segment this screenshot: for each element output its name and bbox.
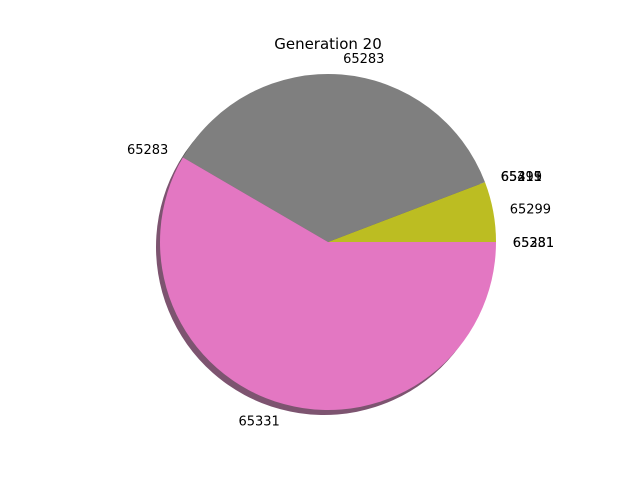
pie-slices — [159, 73, 496, 410]
pie-slice — [182, 73, 485, 242]
slice-label: 65331 — [513, 236, 554, 251]
slice-labels: 6528165299653156541165299652836528365331… — [127, 52, 554, 430]
slice-label: 65283 — [127, 143, 168, 158]
pie-slice — [159, 157, 496, 410]
slice-label: 65299 — [501, 170, 542, 185]
slice-label: 65331 — [238, 414, 279, 429]
slice-label: 65299 — [510, 203, 551, 218]
slice-label: 65411 — [501, 170, 542, 185]
slice-label: 65281 — [513, 236, 554, 251]
pie-slice — [328, 182, 496, 242]
slice-label: 65283 — [343, 52, 384, 67]
chart-title: Generation 20 — [274, 35, 382, 53]
slice-label: 65315 — [501, 170, 542, 185]
